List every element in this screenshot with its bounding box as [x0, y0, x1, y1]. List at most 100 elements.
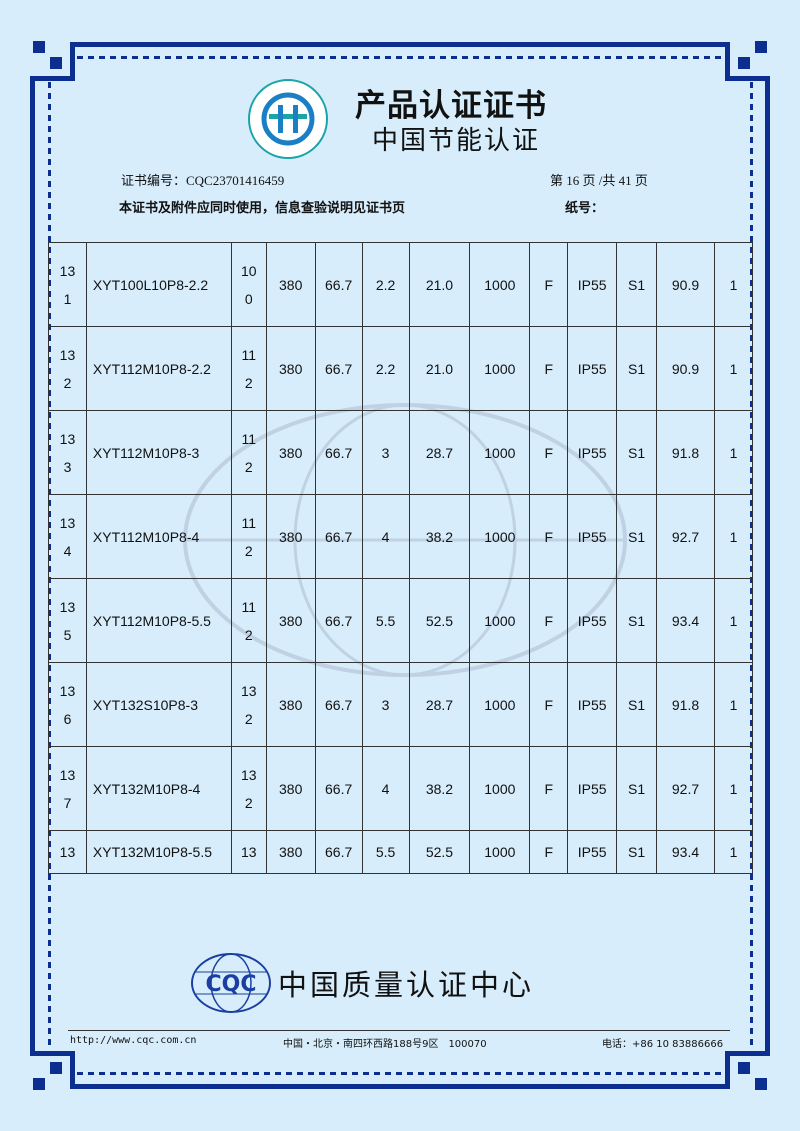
table-row: 13 1 XYT100L10P8-2.2 10 0 380 66.7 2.2 21.0 1000 F…: [48, 242, 754, 327]
page-number: 第 16 页 /共 41 页: [550, 173, 648, 188]
table-cell: 1000: [469, 662, 531, 747]
cell-text: 4: [63, 542, 72, 559]
footer-divider: [68, 1030, 730, 1031]
cell-text: 2: [244, 794, 253, 811]
table-cell: 1: [713, 830, 754, 874]
table-cell: S1: [616, 494, 658, 579]
table-cell: 90.9: [656, 242, 715, 327]
table-cell: 13 7: [48, 746, 87, 831]
table-cell: F: [529, 746, 569, 831]
table-cell: 13: [230, 830, 267, 874]
phone: 电话：+86 10 83886666: [602, 1039, 724, 1050]
table-cell: 380: [265, 242, 316, 327]
table-cell: 380: [265, 494, 316, 579]
table-cell: 380: [265, 746, 316, 831]
table-cell: IP55: [567, 746, 618, 831]
table-cell: XYT112M10P8-2.2: [85, 326, 232, 411]
cell-text: 13: [240, 682, 257, 699]
product-table: 13 1 XYT100L10P8-2.2 10 0 380 66.7 2.2 21.0 1000 F…: [48, 242, 754, 874]
table-cell: 38.2: [408, 746, 471, 831]
table-cell: XYT132M10P8-4: [85, 746, 232, 831]
table-cell: S1: [616, 662, 658, 747]
cell-text: 10: [240, 262, 257, 279]
cell-text: 13: [59, 844, 76, 860]
table-cell: 5.5: [361, 830, 410, 874]
table-cell: F: [529, 662, 569, 747]
table-cell: 92.7: [656, 746, 715, 831]
table-cell: 52.5: [408, 578, 471, 663]
table-cell: IP55: [567, 410, 618, 495]
table-cell: 13: [48, 830, 87, 874]
table-cell: S1: [616, 326, 658, 411]
table-row: 13 7 XYT132M10P8-4 13 2 380 66.7 4 38.2 1000 F IP55…: [48, 746, 754, 831]
frame-corner: [725, 42, 730, 80]
cell-text: 13: [59, 430, 76, 447]
frame-bottom: [70, 1084, 730, 1089]
table-cell: IP55: [567, 326, 618, 411]
certificate-subtitle: 中国节能认证: [372, 126, 541, 156]
frame-corner: [30, 1051, 75, 1056]
table-cell: 1000: [469, 578, 531, 663]
table-cell: F: [529, 242, 569, 327]
table-cell: XYT132M10P8-5.5: [85, 830, 232, 874]
usage-notice: 本证书及附件应同时使用，信息查验说明见证书页: [119, 201, 406, 216]
table-cell: S1: [616, 410, 658, 495]
table-cell: 91.8: [656, 410, 715, 495]
frame-corner: [30, 76, 75, 81]
table-cell: F: [529, 326, 569, 411]
table-cell: 21.0: [408, 326, 471, 411]
table-cell: 2.2: [361, 326, 410, 411]
cell-text: 1: [63, 290, 72, 307]
table-cell: 1: [713, 494, 754, 579]
table-cell: 66.7: [314, 494, 363, 579]
frame-right: [765, 76, 770, 1056]
table-cell: 11 2: [230, 410, 267, 495]
table-cell: F: [529, 830, 569, 874]
table-cell: 66.7: [314, 830, 363, 874]
table-cell: 13 2: [48, 326, 87, 411]
table-cell: 92.7: [656, 494, 715, 579]
corner-square: [738, 1062, 750, 1074]
table-cell: IP55: [567, 662, 618, 747]
cqc-logo: CQC: [191, 953, 271, 1013]
table-row: 13 4 XYT112M10P8-4 11 2 380 66.7 4 38.2 1000 F IP55…: [48, 494, 754, 579]
table-cell: 3: [361, 410, 410, 495]
table-cell: 1: [713, 746, 754, 831]
table-cell: 13 4: [48, 494, 87, 579]
table-cell: 13 6: [48, 662, 87, 747]
table-cell: 90.9: [656, 326, 715, 411]
table-cell: 66.7: [314, 242, 363, 327]
cell-text: 13: [240, 766, 257, 783]
frame-corner: [725, 1051, 770, 1056]
table-cell: 13 5: [48, 578, 87, 663]
certificate-title: 产品认证证书: [355, 88, 547, 124]
cell-text: 2: [244, 626, 253, 643]
table-cell: 13 1: [48, 242, 87, 327]
frame-corner: [725, 76, 770, 81]
table-cell: IP55: [567, 830, 618, 874]
table-cell: 3: [361, 662, 410, 747]
table-cell: F: [529, 410, 569, 495]
table-row: 13 6 XYT132S10P8-3 13 2 380 66.7 3 28.7 1000 F IP55…: [48, 662, 754, 747]
cell-text: 11: [241, 430, 257, 447]
table-cell: 4: [361, 746, 410, 831]
frame-corner: [725, 1051, 730, 1089]
cqc-logo-text: CQC: [206, 972, 257, 997]
table-cell: 11 2: [230, 494, 267, 579]
website-link[interactable]: http://www.cqc.com.cn: [70, 1035, 197, 1046]
table-cell: 380: [265, 578, 316, 663]
table-cell: 1000: [469, 410, 531, 495]
cell-text: 2: [244, 542, 253, 559]
table-cell: 380: [265, 326, 316, 411]
cell-text: 13: [59, 514, 76, 531]
cell-text: 2: [244, 374, 253, 391]
table-cell: S1: [616, 242, 658, 327]
inner-dotted-top: [77, 56, 723, 59]
corner-square: [755, 1078, 767, 1090]
table-cell: 66.7: [314, 746, 363, 831]
corner-square: [50, 1062, 62, 1074]
corner-square: [738, 57, 750, 69]
cell-text: 13: [59, 766, 76, 783]
energy-conservation-logo: [248, 79, 328, 159]
